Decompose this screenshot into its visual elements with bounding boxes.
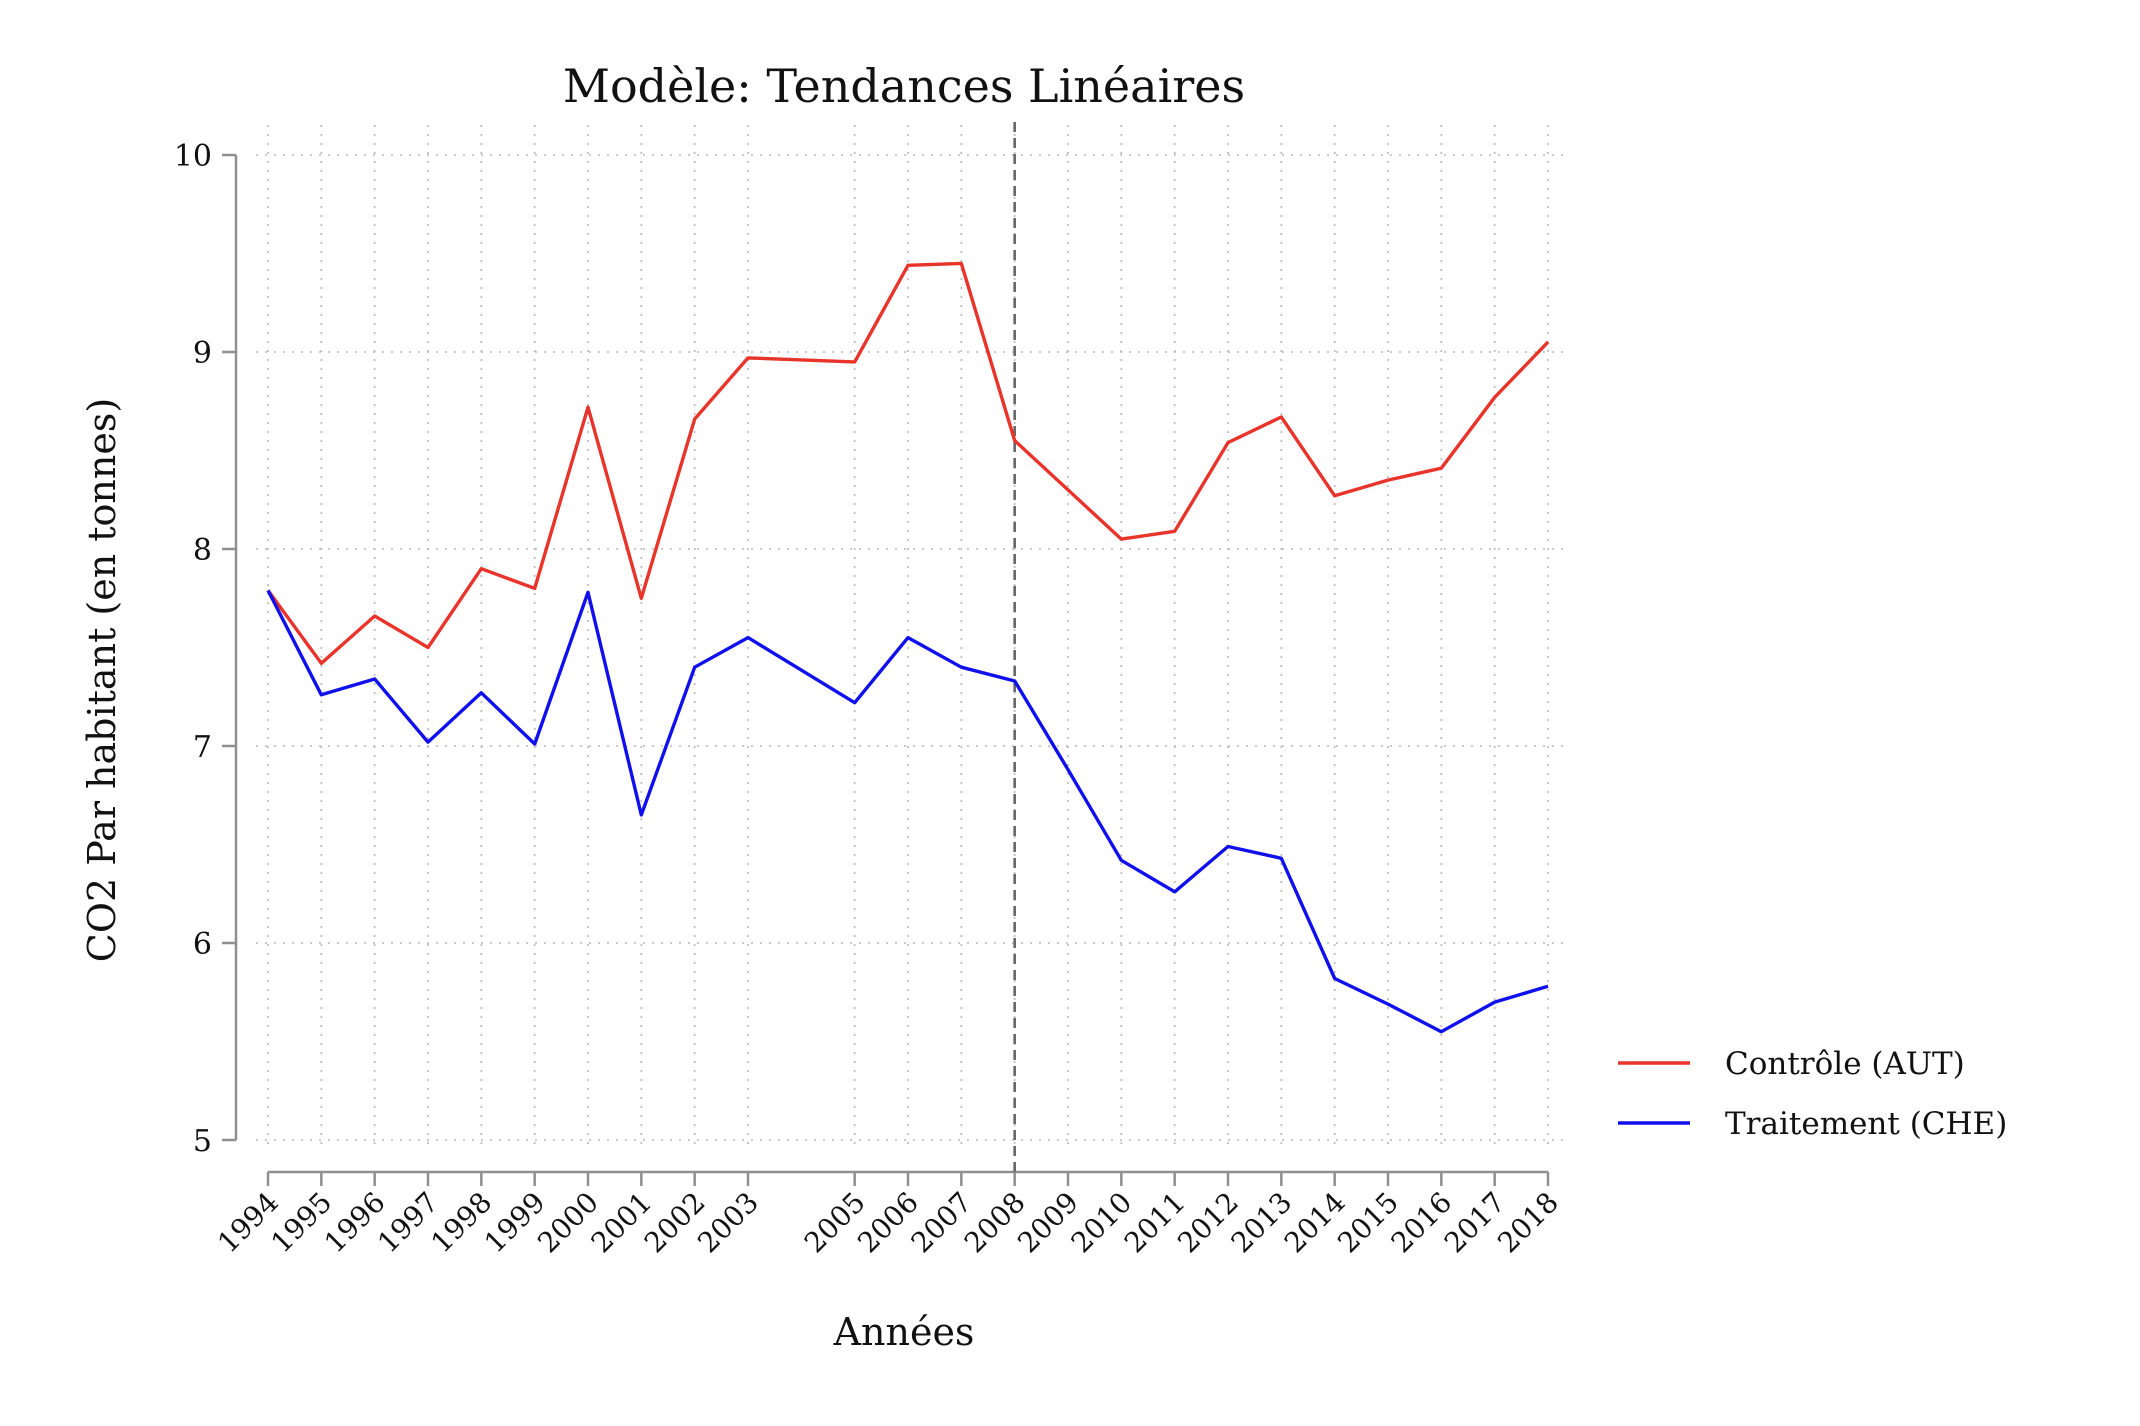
y-tick-label: 6	[193, 927, 212, 962]
y-tick-label: 5	[193, 1124, 212, 1159]
legend-label: Contrôle (AUT)	[1725, 1046, 1965, 1082]
series-line-0	[266, 261, 1550, 665]
legend: Contrôle (AUT) Traitement (CHE)	[1618, 1046, 2007, 1142]
y-tick-label: 9	[193, 336, 212, 371]
x-axis-label: Années	[833, 1310, 975, 1354]
legend-label: Traitement (CHE)	[1725, 1106, 2007, 1142]
y-tick-label: 8	[193, 533, 212, 568]
y-axis-label: CO2 Par habitant (en tonnes)	[80, 398, 124, 962]
series-line-1	[266, 589, 1549, 1034]
grid-lines	[256, 125, 1563, 1146]
chart-title: Modèle: Tendances Linéaires	[563, 59, 1245, 113]
y-tick-label: 10	[174, 139, 212, 174]
y-tick-label: 7	[193, 730, 212, 765]
axes	[222, 122, 1550, 1186]
series-lines	[266, 261, 1550, 1034]
